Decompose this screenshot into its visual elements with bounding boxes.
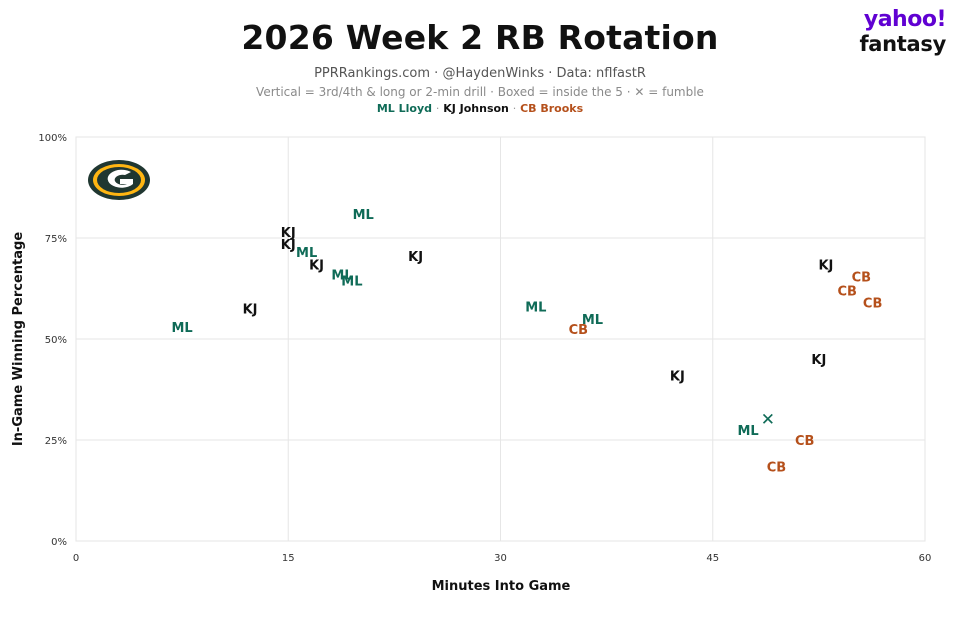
grid	[75, 136, 926, 542]
point-label-kj: KJ	[670, 369, 685, 384]
x-axis-label: Minutes Into Game	[432, 579, 571, 594]
y-tick-label: 75%	[45, 234, 67, 245]
point-label-kj: KJ	[818, 258, 833, 273]
x-tick-label: 15	[282, 553, 295, 564]
point-label-ml: ML	[296, 246, 317, 261]
x-tick-label: 30	[494, 553, 507, 564]
y-tick-label: 100%	[38, 133, 67, 144]
legend-item-ml-lloyd: ML Lloyd	[376, 102, 432, 115]
yahoo-fantasy-logo: yahoo! fantasy	[836, 7, 947, 57]
point-label-cb: CB	[569, 323, 588, 338]
fumble-marker: ✕	[761, 410, 775, 430]
x-tick-label: 45	[706, 553, 719, 564]
point-label-ml: ML	[353, 208, 374, 223]
chart-title: 2026 Week 2 RB Rotation	[241, 18, 719, 57]
legend-separator: ·	[512, 102, 517, 115]
point-label-kj: KJ	[408, 250, 423, 265]
x-tick-label: 0	[73, 553, 79, 564]
point-label-kj: KJ	[309, 258, 324, 273]
brand-fantasy-text: fantasy	[859, 32, 946, 56]
logo-inner-oval	[97, 167, 141, 193]
logo-g-letter	[107, 169, 133, 188]
chart-note: Vertical = 3rd/4th & long or 2-min drill…	[256, 85, 704, 99]
legend-item-kj-johnson: KJ Johnson	[443, 102, 509, 115]
axis-ticks: 0 15 30 45 60 0% 25% 50% 75% 100%	[38, 133, 931, 564]
legend-separator: ·	[435, 102, 440, 115]
point-label-kj: KJ	[281, 226, 296, 241]
point-label-ml: ML	[582, 313, 603, 328]
chart-subtitle: PPRRankings.com · @HaydenWinks · Data: n…	[314, 66, 646, 81]
packers-g-logo-icon	[88, 160, 150, 200]
y-tick-label: 25%	[45, 436, 67, 447]
point-label-ml: ML	[172, 321, 193, 336]
y-tick-label: 0%	[51, 537, 67, 548]
point-label-ml: ML	[331, 268, 352, 283]
point-label-cb: CB	[795, 434, 814, 449]
legend: ML Lloyd · KJ Johnson · CB Brooks	[0, 102, 960, 115]
data-points: MLMLMLMLMLMLMLMLKJKJKJKJKJKJKJKJCBCBCBCB…	[172, 208, 883, 476]
brand-yahoo-text: yahoo!	[863, 7, 947, 32]
point-label-cb: CB	[863, 297, 882, 312]
point-label-cb: CB	[767, 460, 786, 475]
point-label-ml: ML	[341, 274, 362, 289]
point-label-cb: CB	[852, 270, 871, 285]
y-tick-label: 50%	[45, 335, 67, 346]
point-label-kj: KJ	[281, 238, 296, 253]
legend-item-cb-brooks: CB Brooks	[520, 102, 584, 115]
point-label-ml: ML	[525, 301, 546, 316]
x-tick-label: 60	[919, 553, 932, 564]
point-label-kj: KJ	[811, 353, 826, 368]
point-label-cb: CB	[837, 285, 856, 300]
y-axis-label: In-Game Winning Percentage	[11, 232, 26, 446]
point-label-kj: KJ	[243, 303, 258, 318]
point-label-ml: ML	[738, 424, 759, 439]
